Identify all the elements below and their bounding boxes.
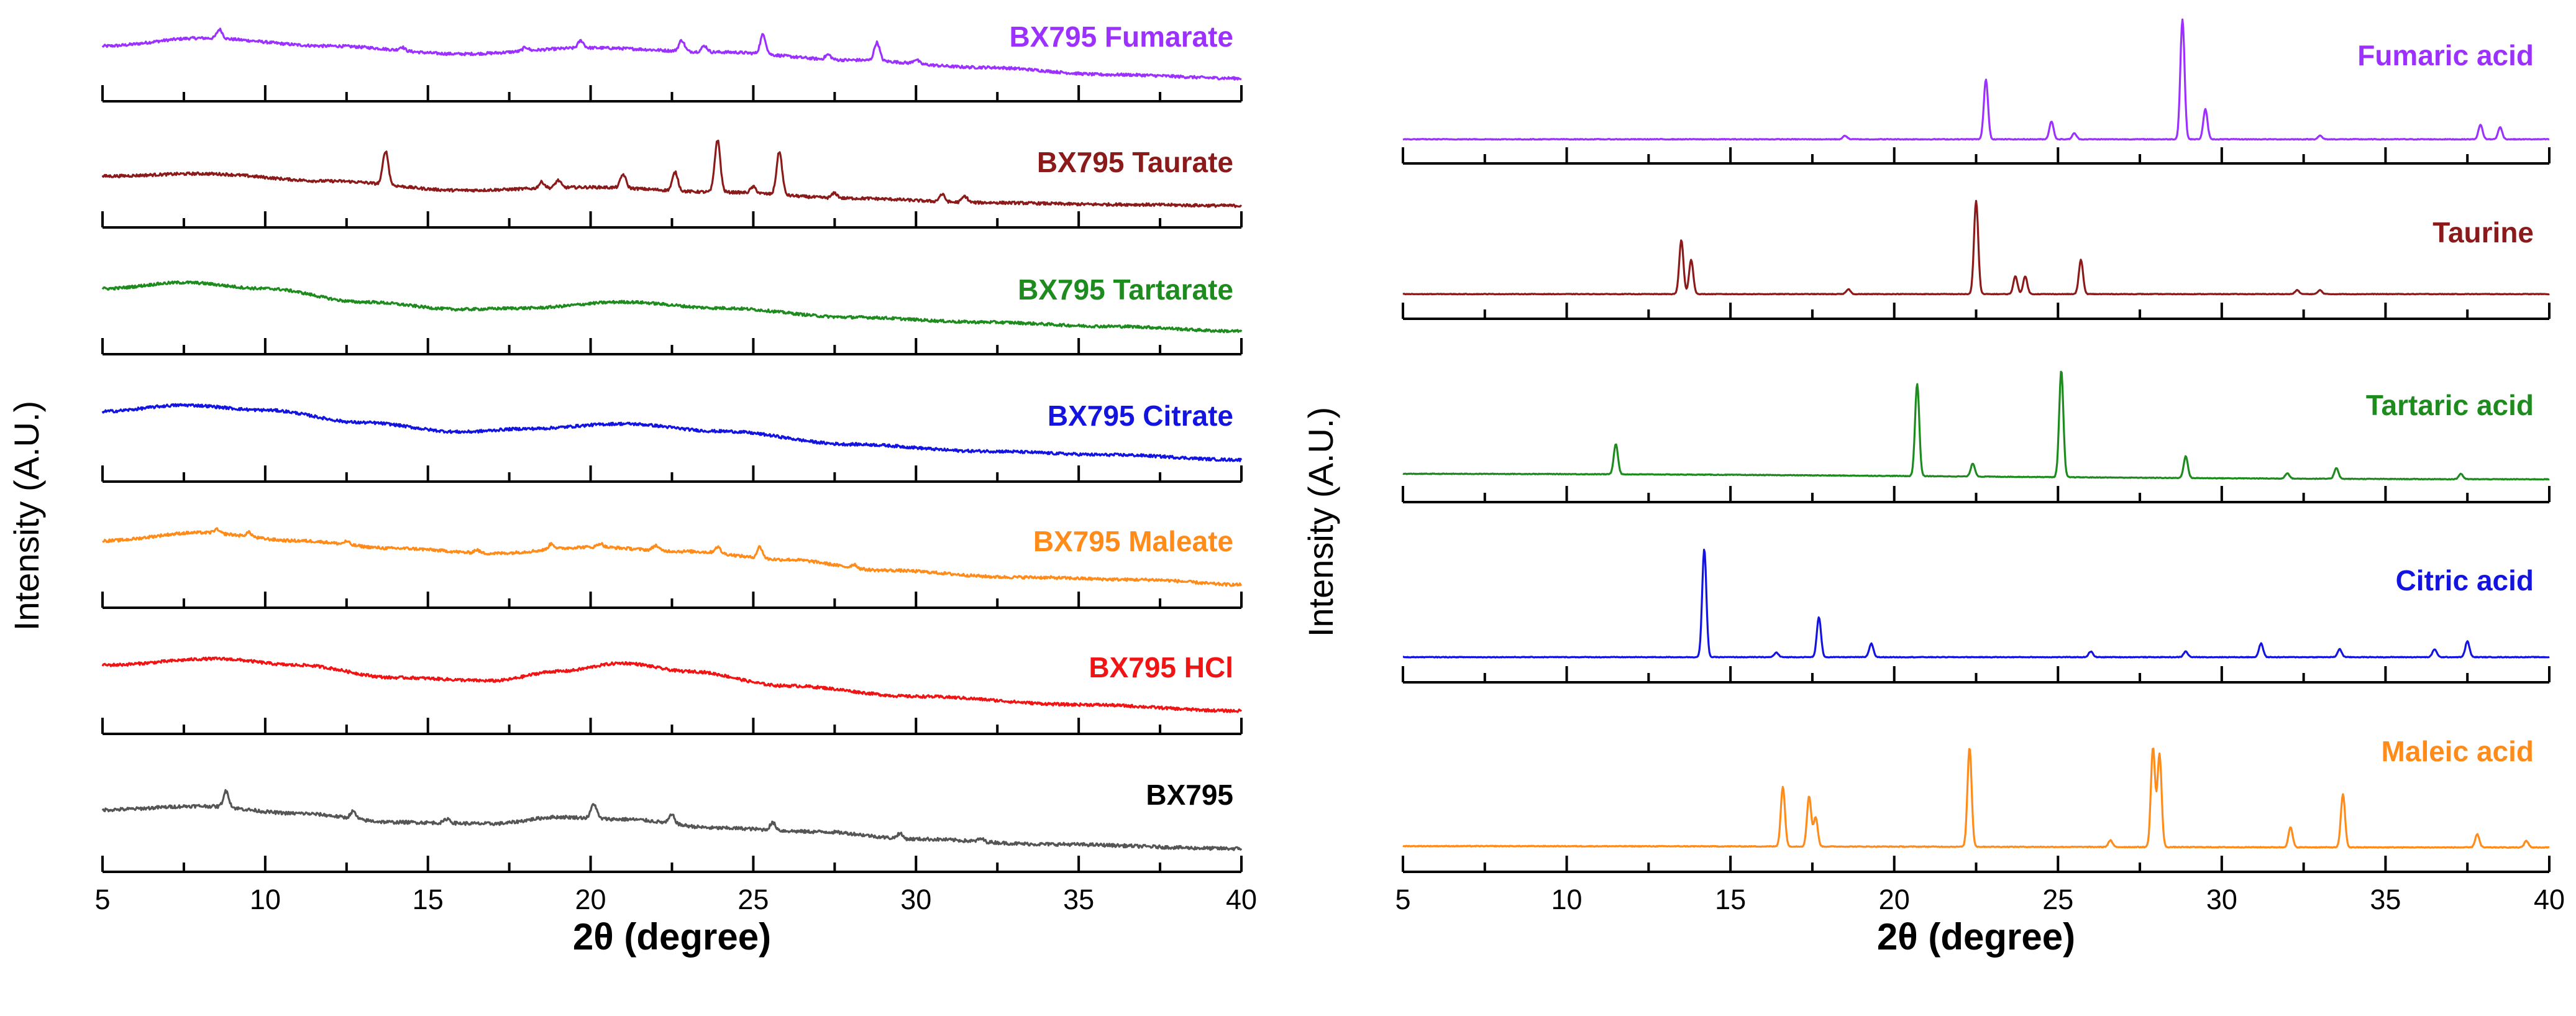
panel-right: Fumaric acid Taurine Tartaric acid Citric a… [1301,18,2565,958]
x-tick-label: 40 [2534,884,2565,915]
series-bx795-hcl: BX795 HCl [101,651,1243,735]
x-tick-label: 15 [1715,884,1746,915]
x-tick-label: 40 [1226,884,1257,915]
x-tick-label: 20 [1879,884,1910,915]
x-tick-label: 35 [2370,884,2401,915]
diffraction-pattern-line [101,280,1243,334]
diffraction-pattern-line [1402,18,2550,141]
series-bx795-tartarate: BX795 Tartarate [101,273,1243,355]
series-taurine: Taurine [1402,199,2551,320]
diffraction-pattern-line [101,789,1243,851]
series-bx795-maleate: BX795 Maleate [101,525,1243,609]
x-axis-title: 2θ (degree) [573,916,771,958]
x-tick-label: 30 [2206,884,2237,915]
diffraction-pattern-line [101,27,1242,81]
diffraction-pattern-line [101,403,1243,462]
diffraction-pattern-line [102,527,1243,587]
series-citric-acid: Citric acid [1402,549,2551,684]
series-label: Taurine [2432,216,2534,249]
series-label: BX795 Taurate [1037,146,1233,178]
x-tick-label: 35 [1063,884,1094,915]
x-tick-label: 5 [1395,884,1410,915]
series-bx795-taurate: BX795 Taurate [101,139,1243,229]
series-label: BX795 Tartarate [1018,273,1233,306]
x-tick-label: 5 [94,884,110,915]
diffraction-pattern-line [101,656,1243,713]
x-tick-label: 10 [1551,884,1583,915]
series-label: Tartaric acid [2366,389,2534,421]
series-bx795-fumarate: BX795 Fumarate [101,21,1243,103]
series-label: BX795 HCl [1089,651,1233,684]
series-label: BX795 Maleate [1033,525,1233,557]
series-label: BX795 [1146,779,1233,811]
x-tick-label: 15 [413,884,444,915]
x-tick-label: 25 [738,884,769,915]
panel-left: BX795 Fumarate BX795 Taurate BX795 Tartara… [7,21,1257,958]
x-tick-label: 25 [2042,884,2073,915]
series-bx795-citrate: BX795 Citrate [101,400,1243,483]
diffraction-pattern-line [1402,370,2550,481]
series-tartaric-acid: Tartaric acid [1402,370,2551,503]
diffraction-pattern-line [101,139,1243,208]
series-label: Maleic acid [2382,735,2534,767]
y-axis-title: Intensity (A.U.) [7,401,46,631]
diffraction-pattern-line [1402,748,2550,849]
x-tick-label: 10 [250,884,281,915]
series-label: Fumaric acid [2357,39,2534,71]
series-label: Citric acid [2396,564,2534,597]
x-axis-title: 2θ (degree) [1877,916,2075,958]
diffraction-pattern-line [1402,199,2550,296]
diffraction-pattern-line [1402,549,2550,659]
x-tick-label: 30 [900,884,931,915]
series-fumaric-acid: Fumaric acid [1402,18,2551,165]
series-maleic-acid: Maleic acid [1402,735,2551,873]
series-label: BX795 Fumarate [1010,21,1234,53]
x-tick-label: 20 [575,884,606,915]
y-axis-title: Intensity (A.U.) [1301,407,1340,637]
series-label: BX795 Citrate [1048,400,1233,432]
series-bx795: BX795 [101,779,1243,873]
